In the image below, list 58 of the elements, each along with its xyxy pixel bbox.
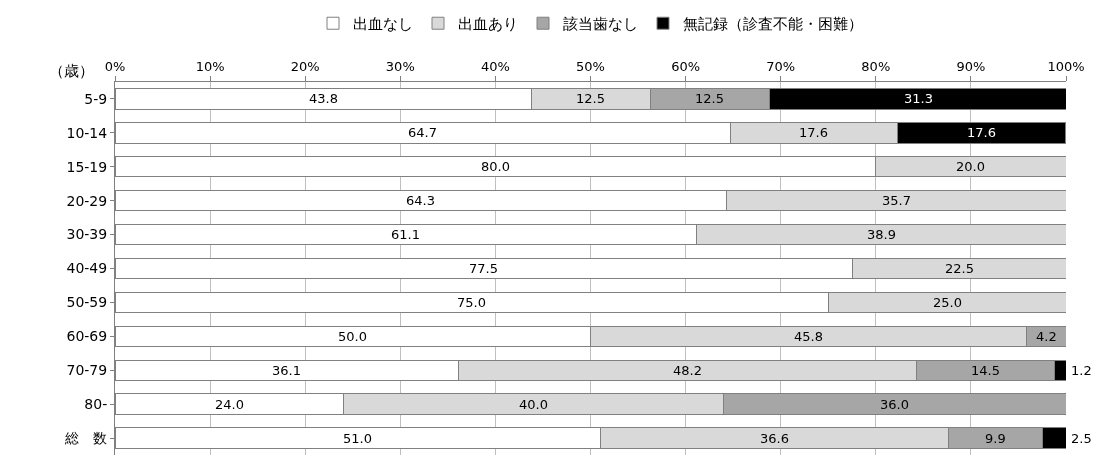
y-tick-label: 10-14	[66, 124, 108, 141]
data-label: 22.5	[945, 261, 974, 276]
x-tick-label: 50%	[576, 58, 605, 74]
x-tick-label: 0%	[104, 58, 126, 74]
data-label: 45.8	[794, 329, 823, 344]
data-label: 1.2	[1071, 363, 1092, 378]
legend-label: 無記録（診査不能・困難）	[683, 15, 863, 34]
data-label: 24.0	[215, 397, 244, 412]
data-label: 48.2	[673, 363, 702, 378]
x-tick-label: 10%	[195, 58, 225, 74]
legend-label: 出血あり	[458, 15, 518, 34]
legend-label: 該当歯なし	[563, 15, 638, 34]
x-tick-label: 30%	[385, 58, 415, 74]
data-label: 4.2	[1036, 329, 1057, 344]
data-label: 77.5	[469, 261, 498, 276]
y-tick-label: 15-19	[66, 158, 108, 175]
data-label: 36.6	[760, 431, 789, 446]
y-tick-label: 30-39	[66, 226, 108, 243]
data-label: 43.8	[309, 91, 338, 106]
data-label: 20.0	[956, 159, 985, 174]
data-label: 14.5	[971, 363, 1000, 378]
x-tick-label: 70%	[766, 58, 796, 74]
data-label: 35.7	[882, 193, 911, 208]
data-label: 25.0	[933, 295, 962, 310]
x-tick-label: 60%	[671, 58, 701, 74]
y-tick-label: 40-49	[66, 260, 108, 277]
data-label: 75.0	[457, 295, 486, 310]
data-label: 64.3	[406, 193, 435, 208]
y-tick-label: 80-	[84, 396, 108, 413]
y-tick-label: 20-29	[66, 192, 108, 209]
x-tick-label: 40%	[480, 58, 510, 74]
y-axis-title: （歳）	[49, 62, 94, 80]
data-label: 17.6	[799, 125, 828, 140]
y-tick-label: 50-59	[66, 294, 108, 311]
data-label: 9.9	[985, 431, 1006, 446]
data-label: 61.1	[391, 227, 420, 242]
data-label: 38.9	[867, 227, 896, 242]
x-tick-label: 20%	[290, 58, 320, 74]
legend-label: 出血なし	[353, 15, 413, 34]
data-label: 12.5	[576, 91, 605, 106]
data-label: 36.1	[272, 363, 301, 378]
data-label: 31.3	[904, 91, 933, 106]
data-label: 64.7	[408, 125, 437, 140]
data-label: 12.5	[695, 91, 724, 106]
y-tick-label: 70-79	[66, 362, 108, 379]
data-label: 51.0	[343, 431, 372, 446]
y-tick-label: 5-9	[84, 90, 108, 107]
data-label: 17.6	[967, 125, 996, 140]
data-label: 36.0	[880, 397, 909, 412]
x-tick-label: 80%	[861, 58, 891, 74]
data-label: 2.5	[1071, 431, 1092, 446]
data-label: 80.0	[481, 159, 510, 174]
y-tick-label: 60-69	[66, 328, 108, 345]
data-label: 40.0	[519, 397, 548, 412]
y-tick-label: 総 数	[64, 429, 108, 446]
x-tick-label: 90%	[956, 58, 986, 74]
x-tick-label: 100%	[1047, 58, 1085, 74]
data-label: 50.0	[338, 329, 367, 344]
